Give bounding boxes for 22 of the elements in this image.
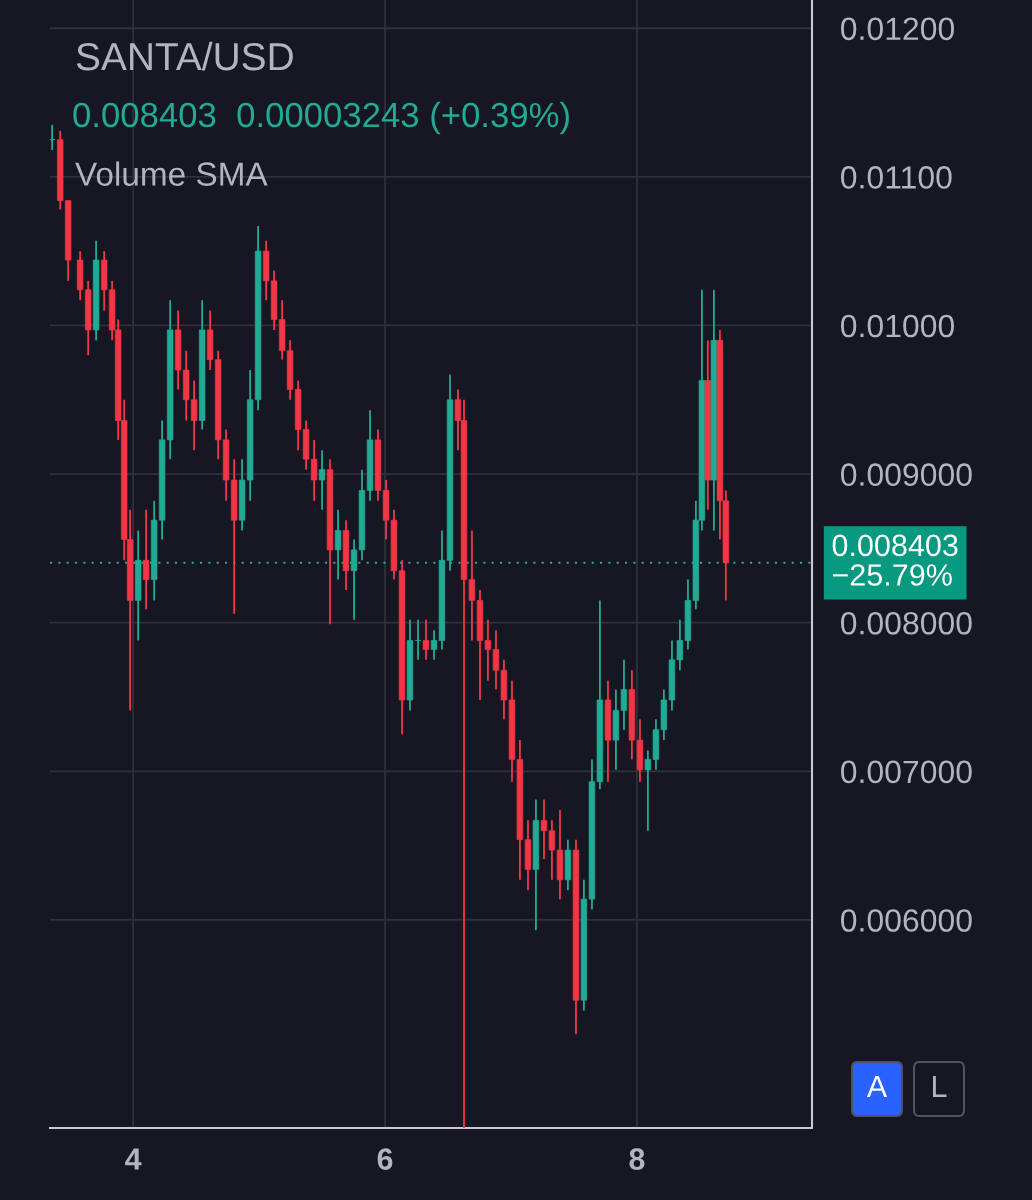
x-tick-label: 6: [377, 1148, 393, 1170]
candlestick: [50, 123, 56, 152]
y-tick-label: 0.009000: [841, 463, 972, 486]
y-tick-label: 0.01000: [841, 314, 954, 338]
candlestick: [318, 449, 326, 511]
text: SANTA/USD: [76, 41, 293, 71]
text: 0.008403 0.00003243 (+0.39%): [73, 101, 569, 135]
annotation: Volume SMA: [75, 161, 268, 186]
x-tick-label: 8: [629, 1148, 645, 1170]
y-tick-label: 0.007000: [841, 760, 972, 784]
y-tick-label: 0.008000: [841, 611, 972, 635]
x-tick-label: 4: [125, 1148, 142, 1170]
text: A: [866, 1075, 888, 1097]
candlestick: [142, 508, 150, 611]
candlestick: [414, 618, 422, 661]
candlestick: [422, 618, 430, 661]
y-tick-label: 0.006000: [841, 909, 972, 932]
ref-line-label: 0.008403 −25.79%: [832, 534, 958, 586]
y-tick-label: 0.01100: [841, 166, 952, 189]
text: L: [933, 1075, 947, 1097]
candlestick: [334, 508, 342, 581]
y-tick-label: 0.01200: [841, 17, 954, 41]
